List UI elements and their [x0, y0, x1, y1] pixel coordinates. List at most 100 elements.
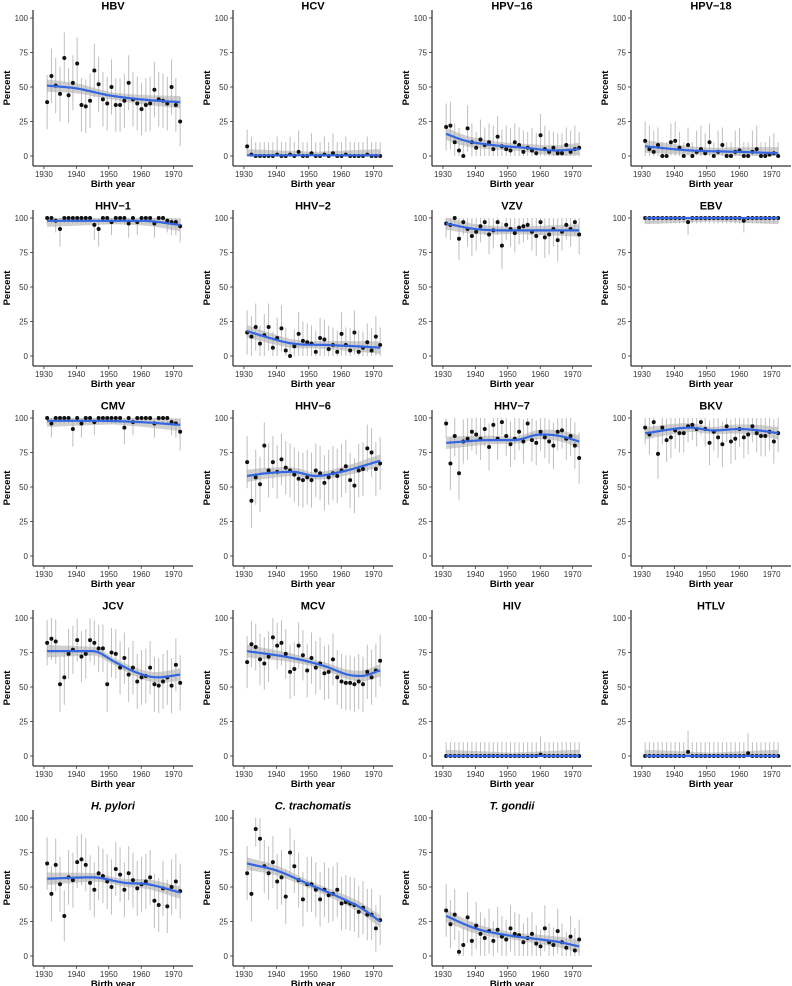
x-tick-label: 1930 — [235, 370, 253, 379]
data-point — [461, 154, 466, 158]
data-point — [360, 467, 365, 472]
data-point — [491, 422, 496, 427]
data-point — [309, 656, 314, 661]
y-tick-label: 50 — [418, 283, 427, 292]
data-point — [474, 229, 479, 234]
y-tick-label: 0 — [622, 552, 627, 561]
confidence-band — [247, 454, 381, 483]
data-point — [143, 416, 148, 420]
data-point — [452, 140, 457, 145]
data-point — [720, 442, 725, 447]
panel-title: VZV — [501, 201, 523, 213]
data-point — [96, 871, 101, 876]
data-point — [118, 416, 123, 420]
y-tick-label: 50 — [219, 83, 228, 92]
data-point — [568, 433, 573, 438]
data-point — [70, 80, 75, 85]
y-tick-label: 0 — [224, 752, 229, 761]
confidence-band — [47, 644, 181, 683]
data-point — [495, 220, 500, 225]
confidence-band — [247, 325, 381, 354]
data-point — [169, 683, 174, 688]
data-point — [130, 878, 135, 883]
data-point — [139, 107, 144, 112]
y-tick-label: 25 — [219, 518, 228, 527]
data-point — [555, 429, 560, 434]
x-tick-label: 1940 — [267, 370, 285, 379]
data-point — [348, 680, 353, 685]
x-tick-label: 1960 — [730, 170, 748, 179]
data-point — [245, 144, 250, 149]
data-point — [152, 898, 157, 903]
data-point — [478, 137, 483, 142]
y-tick-label: 75 — [418, 449, 427, 458]
data-point — [369, 450, 374, 455]
y-tick-label: 50 — [19, 883, 28, 892]
data-point — [292, 667, 297, 672]
y-tick-label: 25 — [219, 718, 228, 727]
data-point — [564, 142, 569, 147]
y-tick-label: 100 — [215, 214, 229, 223]
data-point — [96, 416, 101, 420]
panel-title: EBV — [700, 201, 723, 213]
data-point — [96, 646, 101, 651]
confidence-band — [446, 909, 580, 953]
data-point — [369, 675, 374, 680]
data-point — [551, 942, 556, 947]
x-tick-label: 1970 — [365, 370, 383, 379]
data-point — [728, 439, 733, 444]
y-tick-label: 50 — [219, 283, 228, 292]
data-point — [122, 216, 127, 220]
x-tick-label: 1930 — [434, 570, 452, 579]
data-point — [542, 235, 547, 240]
x-tick-label: 1940 — [665, 770, 683, 779]
data-point — [572, 220, 577, 225]
data-point — [300, 897, 305, 902]
panel-title: HHV−7 — [494, 401, 530, 413]
y-tick-label: 100 — [215, 614, 229, 623]
data-point — [139, 216, 144, 220]
data-point — [92, 222, 97, 227]
data-point — [444, 125, 449, 130]
data-point — [457, 148, 462, 153]
data-point — [733, 436, 738, 441]
panel-title: HPV−16 — [491, 1, 532, 13]
data-point — [313, 887, 318, 892]
data-point — [664, 154, 669, 158]
data-point — [58, 882, 63, 887]
x-tick-label: 1950 — [300, 770, 318, 779]
data-point — [720, 142, 725, 147]
data-point — [469, 938, 474, 943]
data-point — [542, 926, 547, 931]
x-tick-label: 1940 — [466, 970, 484, 979]
data-point — [448, 123, 453, 128]
data-point — [322, 337, 327, 342]
x-tick-label: 1970 — [763, 170, 781, 179]
data-point — [173, 102, 178, 107]
x-tick-label: 1950 — [499, 770, 517, 779]
y-tick-label: 100 — [613, 14, 627, 23]
data-point — [577, 937, 582, 942]
y-tick-label: 50 — [617, 83, 626, 92]
data-point — [79, 654, 84, 659]
data-point — [126, 672, 131, 677]
data-point — [262, 443, 267, 448]
data-point — [754, 147, 759, 152]
confidence-band — [47, 872, 181, 899]
data-point — [130, 216, 135, 220]
data-point — [352, 330, 357, 335]
data-point — [66, 651, 71, 656]
x-tick-label: 1960 — [132, 370, 150, 379]
data-point — [474, 432, 479, 437]
data-point — [88, 416, 93, 420]
data-point — [139, 675, 144, 680]
data-point — [126, 80, 131, 85]
data-point — [53, 416, 58, 420]
x-tick-label: 1930 — [434, 370, 452, 379]
data-point — [534, 440, 539, 445]
data-point — [49, 636, 54, 641]
y-tick-label: 75 — [418, 49, 427, 58]
data-point — [253, 827, 258, 832]
panel-15: HIV 0 25 50 75 100 1930 1940 1950 1960 1970 Birth y… — [401, 601, 592, 790]
data-point — [572, 948, 577, 953]
